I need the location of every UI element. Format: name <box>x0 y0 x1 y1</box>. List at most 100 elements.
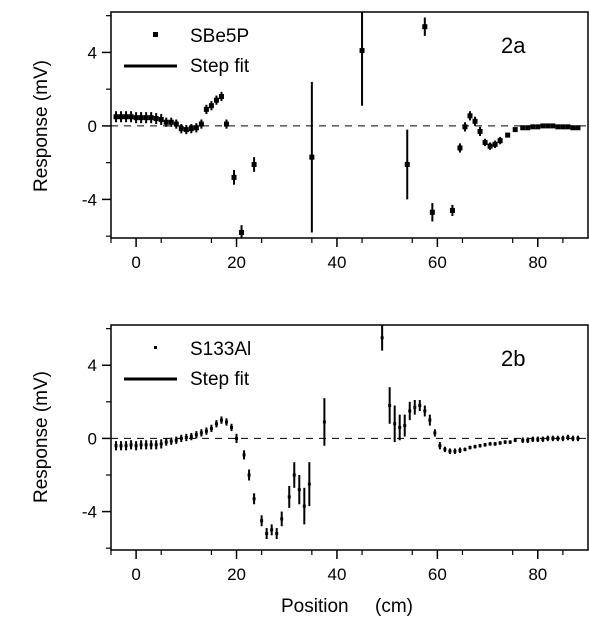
data-point <box>503 440 507 444</box>
data-point <box>184 436 188 439</box>
data-point <box>438 444 442 448</box>
data-point <box>428 418 432 422</box>
data-point <box>359 48 365 54</box>
y-axis-title-2b: Response (mV) <box>31 371 52 503</box>
legend-label-fit-2a: Step fit <box>190 56 250 77</box>
data-point <box>570 125 576 131</box>
data-point <box>214 422 218 426</box>
data-point <box>541 437 545 441</box>
data-point <box>393 422 397 426</box>
data-point <box>488 442 492 446</box>
plot-frame-2a <box>110 11 589 239</box>
x-axis-ticks-2a: 0 20 40 60 80 <box>110 238 564 272</box>
x-tick-label: 0 <box>131 565 140 584</box>
data-point <box>251 162 257 168</box>
data-point <box>173 121 179 127</box>
data-point <box>575 125 581 131</box>
data-point <box>521 438 525 442</box>
data-point <box>178 126 184 132</box>
data-point <box>203 106 209 112</box>
data-point <box>292 473 296 477</box>
data-point <box>536 437 540 441</box>
legend-2a: SBe5P Step fit <box>124 26 250 77</box>
data-point <box>169 439 173 443</box>
data-point <box>498 441 502 445</box>
data-point <box>472 118 478 124</box>
data-point <box>208 103 214 109</box>
data-point <box>128 114 134 120</box>
x-tick-label: 20 <box>227 565 246 584</box>
data-point <box>230 425 234 429</box>
data-point <box>252 497 256 501</box>
data-point <box>265 532 269 536</box>
data-point <box>239 229 245 235</box>
data-point <box>482 139 488 145</box>
legend-point-marker-2b <box>154 346 157 349</box>
data-point <box>453 449 457 453</box>
data-point <box>408 409 412 413</box>
x-tick-label: 60 <box>428 253 447 272</box>
data-point <box>287 495 291 499</box>
data-point <box>199 431 203 435</box>
data-point <box>565 124 571 130</box>
data-point <box>113 114 119 120</box>
y-tick-label: 0 <box>88 117 97 136</box>
data-point <box>235 436 239 440</box>
panel-label-2b: 2b <box>501 346 525 371</box>
data-point <box>483 443 487 447</box>
data-point <box>556 436 560 440</box>
data-point <box>223 121 229 127</box>
legend-point-marker-2a <box>153 32 158 37</box>
y-tick-label: 4 <box>88 356 97 375</box>
data-point <box>204 429 208 433</box>
legend-label-series-2a: SBe5P <box>190 26 249 47</box>
data-point <box>463 447 467 451</box>
data-point <box>566 436 570 439</box>
data-point <box>119 444 123 448</box>
data-point <box>462 124 468 130</box>
data-point <box>403 424 407 428</box>
data-point <box>418 403 422 407</box>
data-point <box>458 448 462 452</box>
data-point <box>270 528 274 532</box>
data-point <box>198 121 204 127</box>
data-point <box>493 442 497 446</box>
data-point <box>188 126 194 132</box>
data-point <box>148 115 154 121</box>
data-point <box>224 420 228 424</box>
x-tick-label: 20 <box>227 253 246 272</box>
x-tick-label: 60 <box>428 565 447 584</box>
data-point <box>307 482 311 486</box>
data-point <box>467 113 473 119</box>
data-points-2a <box>113 24 581 235</box>
data-point <box>297 488 301 492</box>
plot-frame-2b <box>110 324 589 551</box>
data-point <box>179 436 183 440</box>
legend-2b: S133Al Step fit <box>124 339 251 390</box>
x-axis-ticks-2b: 0 20 40 60 80 <box>110 550 564 584</box>
data-point <box>280 517 284 521</box>
data-point <box>449 207 455 213</box>
data-point <box>133 115 139 121</box>
data-point <box>193 125 199 131</box>
data-point <box>508 440 512 444</box>
data-point <box>144 443 148 447</box>
data-point <box>423 409 427 413</box>
data-point <box>189 435 193 439</box>
data-point <box>530 124 536 130</box>
x-tick-label: 40 <box>327 253 346 272</box>
data-point <box>164 440 168 444</box>
data-point <box>322 420 326 424</box>
y-axis-title-2a: Response (mV) <box>31 60 52 192</box>
data-point <box>309 154 315 160</box>
data-point <box>153 116 159 122</box>
data-point <box>422 24 428 30</box>
data-point <box>487 143 493 149</box>
data-point <box>154 443 158 447</box>
data-point <box>129 443 133 447</box>
data-point <box>139 443 143 447</box>
data-point <box>429 209 435 215</box>
data-point <box>114 444 118 448</box>
data-point <box>174 438 178 442</box>
